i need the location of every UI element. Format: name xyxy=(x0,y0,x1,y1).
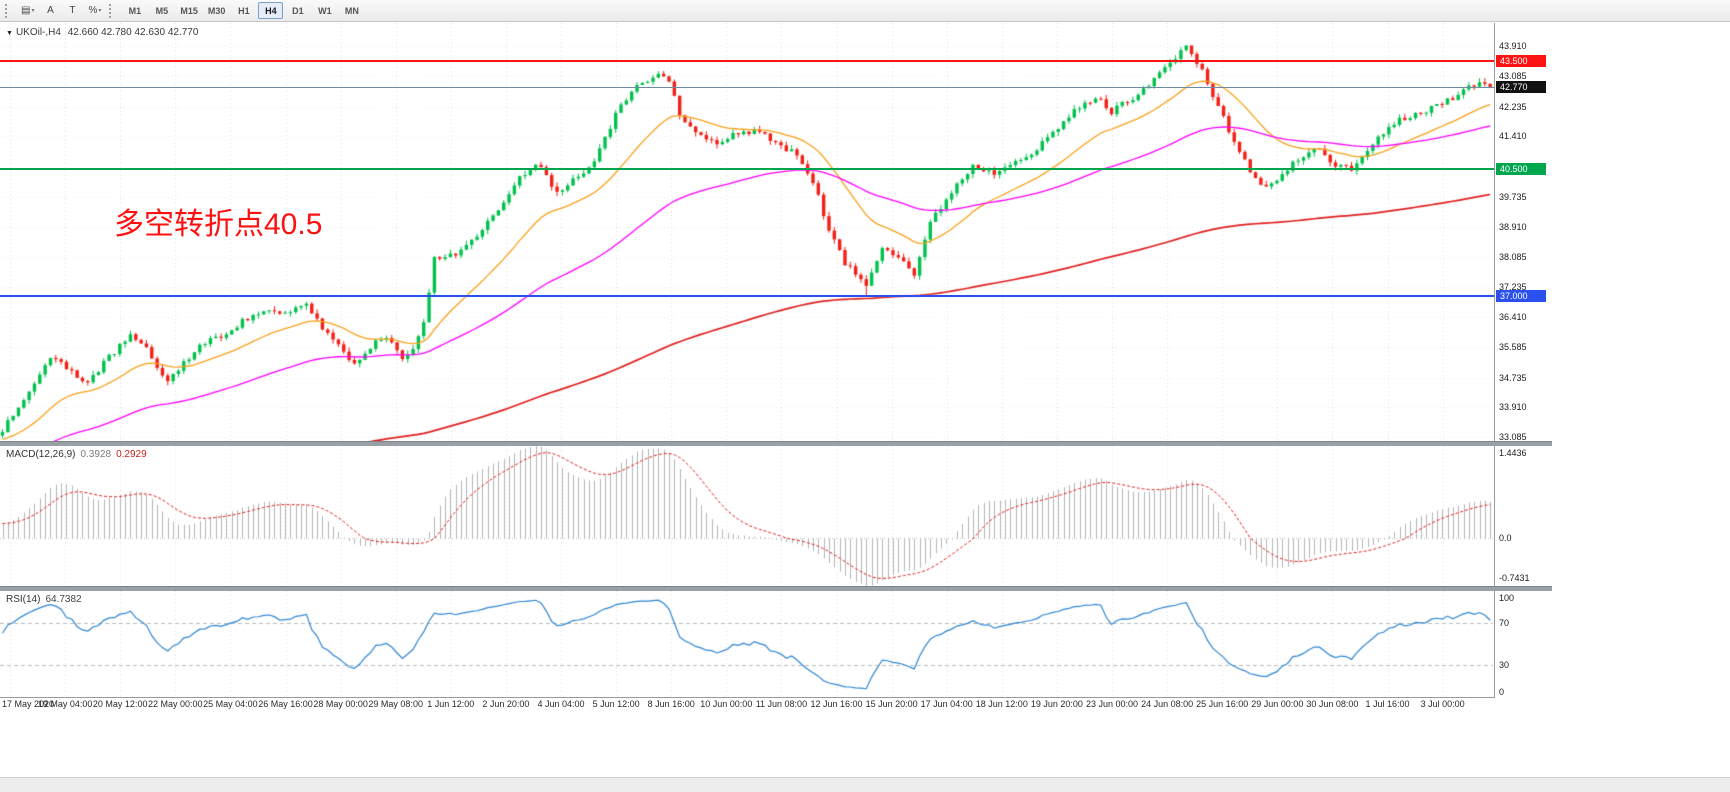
rsi-indicator-label: RSI(14) 64.7382 xyxy=(6,594,82,605)
macd-axis-tick: 1.4436 xyxy=(1499,448,1527,458)
timeframe-button-H4[interactable]: H4 xyxy=(258,2,284,19)
time-axis-label: 17 May 2020 xyxy=(2,699,55,709)
chart-grid-button[interactable]: ▤ ▾ xyxy=(17,2,38,20)
price-axis-tick: 33.910 xyxy=(1499,402,1527,413)
time-axis-label: 26 May 16:00 xyxy=(258,699,313,709)
symbol-name: UKOil-,H4 xyxy=(15,27,61,38)
time-axis-label: 1 Jul 16:00 xyxy=(1365,699,1410,709)
text-tool-button-icon: T xyxy=(69,5,76,16)
panel-separator[interactable] xyxy=(0,441,1552,446)
timeframe-button-H1[interactable]: H1 xyxy=(231,2,256,19)
time-axis-label: 8 Jun 16:00 xyxy=(647,699,695,709)
text-tool-button[interactable]: T xyxy=(62,2,82,20)
rsi-value: 64.7382 xyxy=(45,594,82,605)
time-axis-label: 19 Jun 20:00 xyxy=(1030,699,1083,709)
time-axis-label: 25 May 04:00 xyxy=(203,699,258,709)
time-axis-label: 28 May 00:00 xyxy=(313,699,368,709)
time-axis-label: 3 Jul 00:00 xyxy=(1420,699,1465,709)
cursor-button[interactable]: A xyxy=(40,2,60,20)
timeframe-button-W1[interactable]: W1 xyxy=(312,2,337,19)
price-level-line[interactable] xyxy=(0,86,1494,88)
rsi-axis-tick: 70 xyxy=(1499,617,1510,628)
price-axis-line xyxy=(1494,23,1495,698)
time-axis-label: 23 Jun 00:00 xyxy=(1085,699,1139,709)
main-chart-canvas[interactable] xyxy=(0,23,1494,441)
price-axis-badge: 40.500 xyxy=(1496,163,1546,176)
time-axis-label: 10 Jun 00:00 xyxy=(700,699,753,709)
macd-name: MACD(12,26,9) xyxy=(6,449,76,460)
price-level-line[interactable] xyxy=(0,168,1494,171)
timeframe-button-M15[interactable]: M15 xyxy=(176,2,202,19)
panel-separator[interactable] xyxy=(0,586,1552,591)
rsi-name: RSI(14) xyxy=(6,594,41,605)
time-axis-label: 15 Jun 20:00 xyxy=(865,699,918,709)
time-axis-label: 20 May 12:00 xyxy=(92,699,148,709)
time-axis-label: 29 Jun 00:00 xyxy=(1251,699,1304,709)
rsi-axis-tick: 0 xyxy=(1499,687,1505,697)
time-axis-label: 18 Jun 12:00 xyxy=(975,699,1028,709)
price-axis-tick: 36.410 xyxy=(1499,312,1527,323)
timeframe-group: M1 M5 M15 M30 H1 H4 D1 W1 MN xyxy=(121,2,365,19)
price-level-line[interactable] xyxy=(0,294,1494,297)
time-axis-label: 1 Jun 12:00 xyxy=(427,699,475,709)
toolbar: ▤ ▾ A T% ▾ M1 M5 M15 M30 H1 H4 D1 W1 MN xyxy=(0,0,1730,22)
timeframe-button-M5[interactable]: M5 xyxy=(149,2,174,19)
price-axis-tick: 42.235 xyxy=(1499,101,1527,112)
chevron-down-icon: ▾ xyxy=(31,8,35,14)
symbol-label: ▼ UKOil-,H4 42.660 42.780 42.630 42.770 xyxy=(6,27,198,38)
time-axis-label: 17 Jun 04:00 xyxy=(920,699,973,709)
time-axis-label: 2 Jun 20:00 xyxy=(482,699,530,709)
time-axis-label: 29 May 08:00 xyxy=(368,699,423,709)
macd-axis-tick: 0.0 xyxy=(1499,533,1512,544)
price-axis-tick: 43.910 xyxy=(1499,41,1527,52)
macd-axis-tick: -0.7431 xyxy=(1499,573,1530,583)
timeframe-button-D1[interactable]: D1 xyxy=(285,2,310,19)
toolbar-grip[interactable] xyxy=(5,3,10,18)
price-axis-tick: 38.085 xyxy=(1499,251,1527,262)
rsi-panel-canvas[interactable] xyxy=(0,591,1494,697)
time-axis-label: 30 Jun 08:00 xyxy=(1306,699,1359,709)
timeframe-button-M1[interactable]: M1 xyxy=(122,2,147,19)
macd-signal-value: 0.2929 xyxy=(116,449,147,460)
price-axis-tick: 43.085 xyxy=(1499,70,1527,81)
zoom-button[interactable]: % ▾ xyxy=(84,2,105,20)
chart-grid-button-icon: ▤ xyxy=(21,5,31,16)
price-axis-tick: 38.910 xyxy=(1499,221,1527,232)
cursor-button-icon: A xyxy=(47,5,54,16)
price-level-line[interactable] xyxy=(0,59,1494,62)
time-axis-label: 12 Jun 16:00 xyxy=(810,699,863,709)
time-axis-label: 24 Jun 08:00 xyxy=(1141,699,1194,709)
price-axis-tick: 33.085 xyxy=(1499,432,1527,443)
price-axis-tick: 37.235 xyxy=(1499,282,1527,293)
timeframe-button-M30[interactable]: M30 xyxy=(204,2,230,19)
price-axis-badge: 42.770 xyxy=(1496,81,1546,94)
toolbar-grip[interactable] xyxy=(109,3,114,18)
price-axis-badge: 37.000 xyxy=(1496,289,1546,302)
rsi-axis-tick: 100 xyxy=(1499,593,1515,603)
ohlc-values: 42.660 42.780 42.630 42.770 xyxy=(67,27,199,38)
chevron-down-icon: ▾ xyxy=(98,8,102,14)
price-axis-tick: 34.735 xyxy=(1499,372,1527,383)
time-axis-label: 22 May 00:00 xyxy=(148,699,203,709)
price-axis-tick: 35.585 xyxy=(1499,341,1527,352)
status-bar xyxy=(0,777,1730,792)
price-axis-tick: 41.410 xyxy=(1499,131,1527,142)
rsi-axis-tick: 30 xyxy=(1499,660,1510,671)
time-axis-label: 11 Jun 08:00 xyxy=(755,699,808,709)
price-axis-badge: 43.500 xyxy=(1496,54,1546,67)
macd-indicator-label: MACD(12,26,9) 0.3928 0.2929 xyxy=(6,449,147,460)
time-axis-label: 19 May 04:00 xyxy=(37,699,93,709)
time-axis-label: 25 Jun 16:00 xyxy=(1196,699,1249,709)
time-axis-label: 5 Jun 12:00 xyxy=(592,699,640,709)
chart-dropdown-icon[interactable]: ▼ xyxy=(6,30,13,37)
time-axis-label: 4 Jun 04:00 xyxy=(537,699,585,709)
macd-panel-canvas[interactable] xyxy=(0,446,1494,586)
price-axis-tick: 39.735 xyxy=(1499,191,1527,202)
timeframe-button-MN[interactable]: MN xyxy=(339,2,364,19)
macd-main-value: 0.3928 xyxy=(80,449,112,460)
time-axis-line xyxy=(0,697,1495,698)
annotation-text[interactable]: 多空转折点40.5 xyxy=(114,208,323,241)
zoom-button-icon: % xyxy=(88,5,98,16)
